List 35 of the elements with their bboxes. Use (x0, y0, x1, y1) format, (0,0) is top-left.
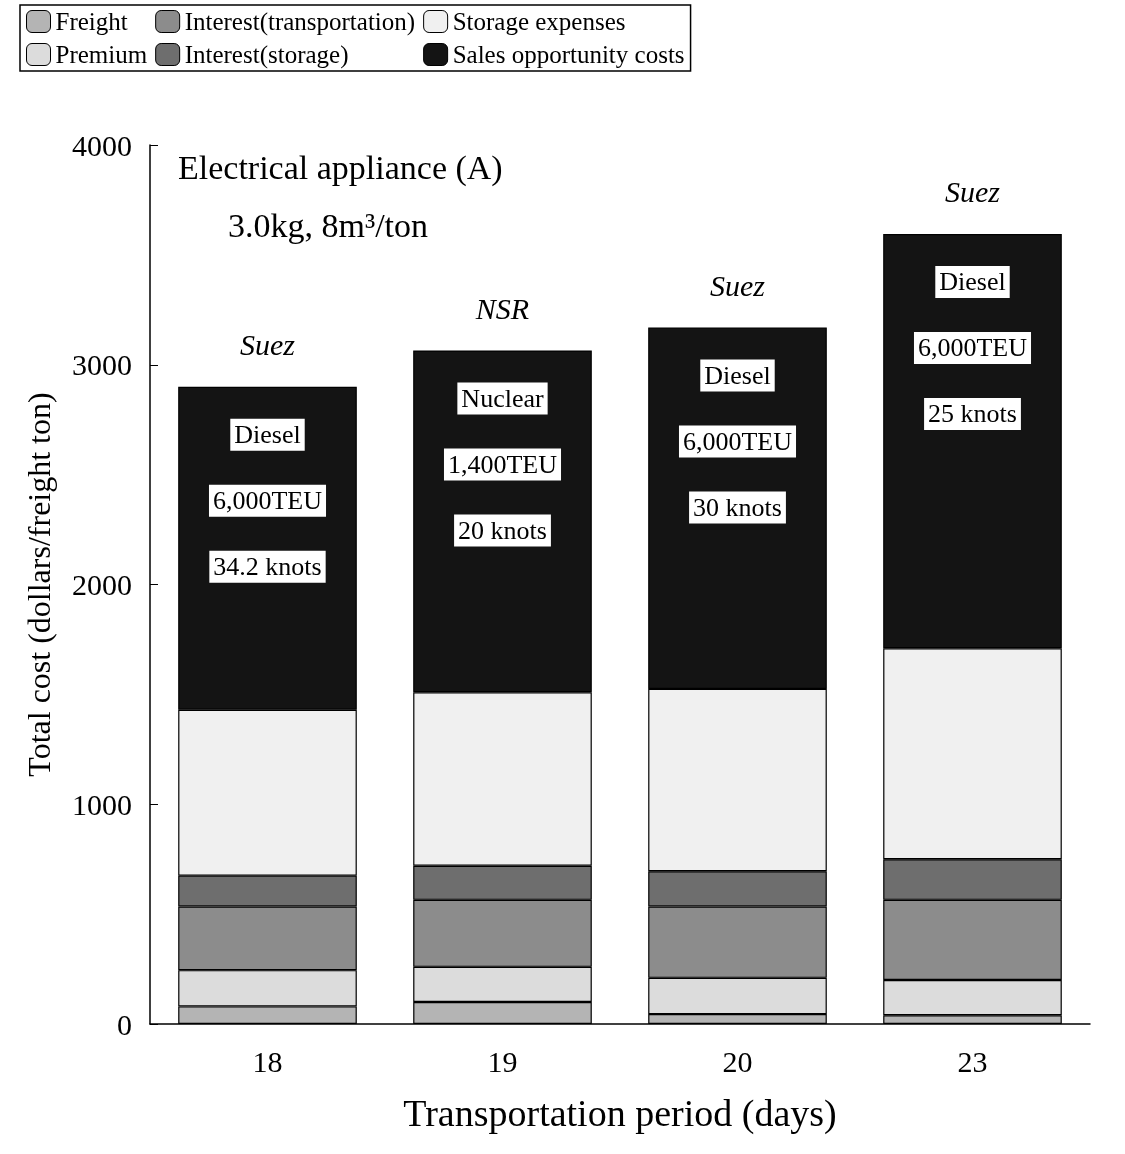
y-tick-label: 3000 (72, 348, 132, 382)
annotation: Suez (710, 268, 766, 302)
y-tick-label: 2000 (72, 568, 132, 601)
annotation: NSR (474, 291, 530, 325)
annotation: Diesel (704, 360, 771, 390)
legend-label: Premium (55, 41, 148, 68)
annotation: Nuclear (461, 383, 544, 413)
annotation: 20 knots (458, 515, 547, 545)
annotation: Suez (945, 175, 1001, 209)
x-axis-title: Transportation period (days) (403, 1092, 837, 1135)
annotation: 6,000TEU (682, 426, 793, 456)
legend-label: Interest(transportation) (184, 8, 416, 36)
annotation: 6,000TEU (917, 333, 1028, 363)
annotation: 30 knots (693, 492, 782, 522)
legend-label: Sales opportunity costs (452, 41, 685, 68)
y-tick-label: 1000 (72, 787, 132, 821)
annotation: Diesel (234, 420, 301, 450)
annotation: 34.2 knots (213, 552, 322, 582)
y-tick-label: 0 (117, 1007, 132, 1041)
legend-label: Storage expenses (452, 8, 626, 35)
x-tick-label: 20 (722, 1044, 753, 1078)
legend-label: Interest(storage) (184, 41, 349, 69)
annotation: 25 knots (928, 399, 1017, 429)
annotation: Suez (240, 328, 296, 362)
annotation: Diesel (939, 267, 1006, 297)
x-tick-label: 19 (487, 1044, 518, 1078)
annotation: 3.0kg, 8m³/ton (228, 206, 429, 244)
annotation: Electrical appliance (A) (178, 148, 503, 187)
y-tick-label: 4000 (72, 128, 132, 162)
annotation: 1,400TEU (447, 449, 558, 479)
x-tick-label: 18 (252, 1044, 283, 1078)
legend-label: Freight (55, 8, 128, 35)
annotation: 6,000TEU (212, 486, 323, 516)
y-axis-title: Total cost (dollars/freight ton) (21, 392, 57, 777)
x-tick-label: 23 (957, 1044, 988, 1078)
